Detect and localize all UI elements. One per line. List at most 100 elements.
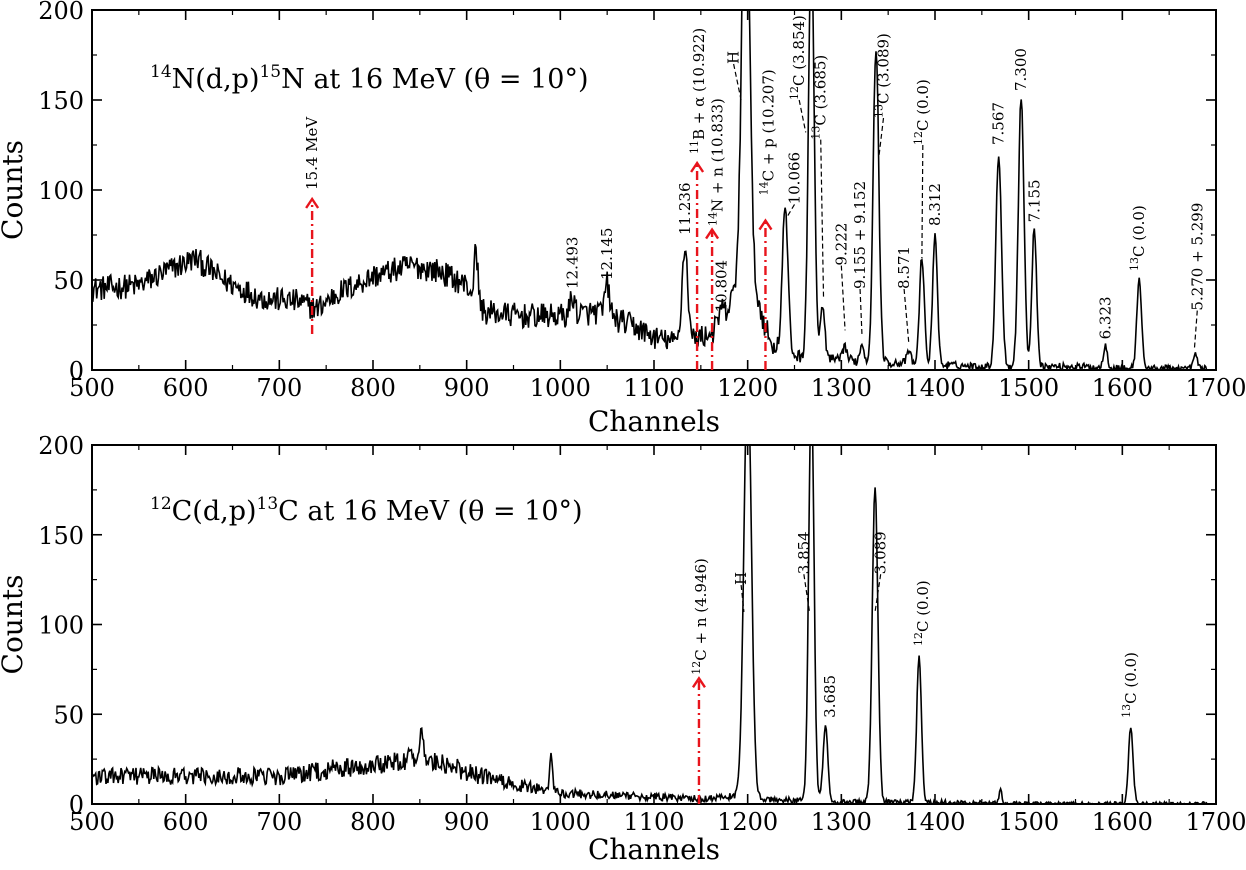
peak-label: H: [725, 51, 743, 64]
peak-label-text: C + p (10.207): [759, 69, 777, 181]
peak-label-sup: 12: [788, 86, 801, 100]
peak-label-text: 15.4 MeV: [303, 116, 321, 190]
x-tick-label: 800: [350, 374, 396, 402]
title-part-a: N(d,p): [172, 64, 260, 95]
x-tick-label: 1200: [717, 808, 778, 836]
peak-label-text: C (0.0): [1130, 205, 1148, 257]
peak-label: 10.804: [712, 260, 730, 313]
y-tick-label: 200: [38, 0, 84, 25]
annotation-leader: [1193, 310, 1198, 349]
arrow-head: [690, 160, 705, 173]
peak-label: 7.567: [990, 102, 1008, 145]
peak-label-text: 7.300: [1012, 48, 1030, 91]
panel-bottom: 500 600 700 800 900 1000 1100 1200 1300 1400 1500 1…: [0, 432, 1246, 866]
peak-label: 3.089: [872, 531, 890, 574]
peak-label-text: H: [732, 572, 750, 585]
title-part-a: C(d,p): [172, 496, 257, 527]
peak-label: 5.270 + 5.299: [1188, 203, 1206, 311]
title-sup-1: 14: [150, 62, 172, 82]
peak-label: 7.300: [1012, 48, 1030, 91]
peak-label: 9.155 + 9.152: [851, 181, 869, 289]
peak-label-text: 8.312: [926, 183, 944, 226]
peak-label-text: 7.155: [1025, 179, 1043, 222]
annotation-leader: [820, 139, 825, 299]
peak-label-sup: 12: [912, 632, 925, 646]
y-axis-title: Counts: [0, 575, 29, 675]
peak-label-text: C (0.0): [1122, 652, 1140, 704]
annotation-leader: [803, 574, 811, 613]
y-tick-label: 50: [53, 701, 84, 729]
annotation-leader: [786, 204, 796, 218]
peak-label: 12C (0.0): [912, 79, 932, 145]
arrow-head: [305, 196, 320, 209]
peak-label: 7.155: [1025, 179, 1043, 222]
title-sup-2: 15: [259, 62, 281, 82]
arrow-head: [705, 227, 720, 240]
spectrum-line: [92, 10, 1208, 370]
peak-label-text: 5.270 + 5.299: [1188, 203, 1206, 311]
peak-label-sup: 13: [810, 126, 823, 140]
x-tick-label: 1400: [904, 808, 965, 836]
annotation-leader: [740, 584, 745, 612]
panel-top: 500 600 700 800 900 1000 1100 1200 1300 1400 1500 1…: [0, 0, 1246, 438]
reaction-title: 12C(d,p)13C at 16 MeV (θ = 10°): [150, 494, 583, 527]
x-tick-label: 1500: [998, 374, 1059, 402]
annotation-leader: [903, 288, 910, 344]
peak-label: 11B + α (10.922): [688, 28, 708, 154]
peak-label-text: C + n (4.946): [692, 558, 710, 661]
peak-label-sup: 12: [912, 131, 925, 145]
title-part-b: N at 16 MeV (θ = 10°): [281, 64, 588, 95]
peak-label-text: C (3.854): [790, 15, 808, 86]
peak-label-text: 6.323: [1096, 296, 1114, 339]
x-tick-label: 900: [444, 808, 490, 836]
x-tick-label: 1400: [904, 374, 965, 402]
peak-label: 8.312: [926, 183, 944, 226]
peak-label: 13C (0.0): [1128, 205, 1148, 271]
peak-label-text: 3.854: [795, 531, 813, 574]
peak-label-text: C (0.0): [914, 580, 932, 632]
x-tick-label: 1000: [530, 374, 591, 402]
peak-label-sup: 14: [707, 212, 720, 226]
x-tick-label: 1200: [717, 374, 778, 402]
y-tick-label: 150: [38, 87, 84, 115]
peak-label-text: 8.571: [895, 246, 913, 289]
title-sup-2: 13: [257, 494, 279, 514]
peak-label-text: 10.066: [786, 152, 804, 205]
peak-label: 3.854: [795, 531, 813, 574]
peak-label: 11.236: [676, 183, 694, 236]
peak-label: H: [732, 572, 750, 585]
peak-label-text: 7.567: [990, 102, 1008, 145]
peak-label-text: C (3.089): [874, 33, 892, 104]
peak-label-text: N + n (10.833): [709, 98, 727, 212]
peak-label-sup: 13: [1120, 704, 1133, 718]
peak-label: 12C (3.854): [788, 15, 808, 100]
peak-label: 12C + n (4.946): [690, 558, 710, 675]
y-tick-label: 0: [69, 357, 84, 385]
peak-label-sup: 13: [1128, 257, 1141, 271]
x-tick-label: 700: [256, 374, 302, 402]
peak-label: 8.571: [895, 246, 913, 289]
x-tick-label: 700: [256, 808, 302, 836]
x-axis-title: Channels: [588, 405, 720, 438]
peak-label-text: 3.685: [821, 675, 839, 718]
peak-label: 12.145: [598, 228, 616, 281]
y-tick-label: 200: [38, 432, 84, 460]
y-axis-title: Counts: [0, 140, 29, 240]
peak-label-sup: 11: [688, 140, 701, 154]
y-tick-label: 100: [38, 612, 84, 640]
peak-label-text: 9.222: [832, 223, 850, 266]
peak-label-text: 10.804: [712, 260, 730, 313]
x-tick-label: 1300: [811, 808, 872, 836]
peak-label-text: H: [725, 51, 743, 64]
x-tick-label: 1700: [1185, 808, 1246, 836]
annotation-leader: [874, 574, 882, 613]
x-tick-label: 800: [350, 808, 396, 836]
x-tick-label: 900: [444, 374, 490, 402]
x-tick-label: 1100: [623, 374, 684, 402]
arrow-head: [691, 676, 706, 689]
peak-label: 3.685: [821, 675, 839, 718]
peak-label: 9.222: [832, 223, 850, 266]
title-part-b: C at 16 MeV (θ = 10°): [278, 496, 582, 527]
peak-label: 6.323: [1096, 296, 1114, 339]
